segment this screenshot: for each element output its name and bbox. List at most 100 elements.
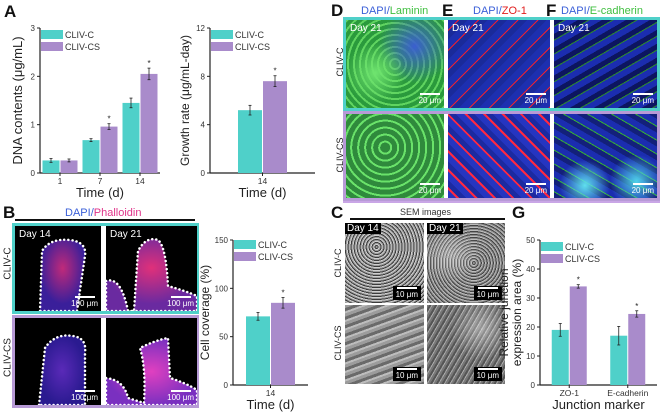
panel-label-c: C — [331, 203, 344, 222]
day-label: Day 21 — [350, 23, 382, 34]
x-tick-label: 14 — [135, 176, 145, 186]
if-zo1-cliv-cs: 20 μm — [448, 114, 550, 198]
y-tick-label: 150 — [215, 236, 229, 245]
legend-swatch-cliv-cs — [234, 252, 256, 261]
stain-dapi: DAPI — [561, 5, 587, 17]
y-axis-label: Relative junction — [497, 268, 511, 356]
if-laminin-cliv-cs: 20 μm — [346, 114, 444, 198]
panel-d-stain-title: DAPI/Laminin — [361, 5, 428, 17]
bar-cliv-cs — [628, 313, 646, 385]
day-label: Day 21 — [452, 23, 484, 34]
bar-cliv-c — [238, 110, 262, 173]
scale-bar: 20 μm — [632, 183, 654, 195]
stain-phalloidin: Phalloidin — [93, 207, 142, 219]
legend-label: CLIV-CS — [65, 42, 100, 52]
scale-label: 100 μm — [71, 299, 98, 308]
stain-zo1: ZO-1 — [501, 5, 527, 17]
scale-label: 20 μm — [524, 186, 547, 195]
day-label: Day 14 — [345, 223, 381, 234]
scale-label: 20 μm — [631, 186, 654, 195]
x-axis-label: Time (d) — [76, 185, 124, 200]
stain-e-cadherin: E-cadherin — [589, 5, 643, 17]
legend-label: CLIV-CS — [565, 254, 600, 264]
legend-label: CLIV-C — [258, 240, 288, 250]
x-tick-label: 1 — [58, 176, 63, 186]
legend-label: CLIV-C — [235, 30, 265, 40]
scale-bar: 100 μm — [167, 296, 194, 308]
scale-label: 100 μm — [167, 299, 194, 308]
x-tick-label: E-cadherin — [607, 388, 648, 398]
stain-laminin: Laminin — [389, 5, 429, 17]
bar-cliv-cs — [60, 160, 78, 173]
scale-label: 10 μm — [395, 371, 418, 380]
y-tick-label: 50 — [526, 236, 535, 245]
stain-separator: / — [586, 5, 590, 17]
bar-cliv-c — [246, 316, 270, 385]
bar-cliv-cs — [100, 126, 118, 173]
sem-title: SEM images — [400, 207, 452, 217]
x-axis-label: Time (d) — [247, 397, 295, 412]
panel-e-stain-title: DAPI/ZO-1 — [473, 5, 527, 17]
micrograph-b-cliv-cs-day21: 100 μm — [106, 318, 197, 405]
panel-f-stain-title: DAPI/E-cadherin — [561, 5, 643, 17]
legend-swatch-cliv-cs — [41, 42, 63, 51]
bar-cliv-c — [610, 335, 628, 385]
stain-separator: / — [90, 207, 94, 219]
bar-cliv-c — [551, 329, 569, 385]
significance-star: * — [635, 302, 638, 311]
legend-label: CLIV-CS — [235, 42, 270, 52]
scale-bar: 20 μm — [632, 93, 654, 105]
x-axis-label: Junction marker — [552, 397, 645, 412]
bar-cliv-c — [42, 160, 60, 173]
x-tick-label: 7 — [98, 176, 103, 186]
x-axis-label: Time (d) — [239, 185, 287, 200]
tissue-outline — [37, 334, 87, 405]
significance-star: * — [577, 276, 580, 285]
scale-label: 20 μm — [524, 96, 547, 105]
scale-bar: 100 μm — [167, 390, 194, 402]
scale-bar: 10 μm — [473, 367, 502, 381]
legend-swatch-cliv-c — [41, 30, 63, 39]
panel-label-f: F — [546, 1, 557, 20]
legend-swatch-cliv-cs — [211, 42, 233, 51]
y-tick-label: 20 — [526, 323, 535, 332]
bar-cliv-cs — [140, 73, 158, 173]
sem-cliv-c-day21: Day 21 10 μm — [427, 223, 505, 303]
scale-label: 20 μm — [418, 96, 441, 105]
sem-cliv-cs-day14: 10 μm — [345, 305, 424, 384]
y-tick-label: 1 — [31, 121, 36, 130]
significance-star: * — [273, 67, 276, 76]
panel-b-stain-title: DAPI/Phalloidin — [65, 207, 141, 219]
legend-swatch-cliv-c — [234, 240, 256, 249]
day-label: Day 21 — [427, 223, 463, 234]
panel-label-d: D — [331, 1, 344, 20]
panel-label-e: E — [442, 1, 454, 20]
tissue-outline — [106, 237, 197, 311]
y-tick-label: 4 — [201, 121, 206, 130]
scale-bar: 20 μm — [525, 93, 547, 105]
cliv-cs-frame — [12, 315, 199, 408]
scale-bar: 20 μm — [419, 183, 441, 195]
scale-label: 20 μm — [631, 96, 654, 105]
y-tick-label: 40 — [526, 265, 535, 274]
micrograph-b-cliv-c-day21: Day 21 100 μm — [106, 226, 197, 311]
y-axis-label: Growth rate (μg/mL-day) — [178, 35, 192, 166]
significance-star: * — [281, 289, 284, 298]
legend-label: CLIV-CS — [258, 252, 293, 262]
scale-bar: 20 μm — [419, 93, 441, 105]
if-ecadherin-cliv-cs: 20 μm — [554, 114, 657, 198]
if-ecadherin-cliv-c: Day 21 20 μm — [554, 20, 657, 108]
bar-cliv-cs — [263, 81, 287, 173]
y-tick-label: 0 — [31, 169, 36, 178]
micrograph-b-cliv-c-day14: Day 14 100 μm — [15, 226, 101, 311]
scale-label: 20 μm — [418, 186, 441, 195]
y-tick-label: 8 — [201, 72, 206, 81]
cliv-c-frame — [12, 223, 199, 314]
panel-label-a: A — [4, 2, 17, 21]
scale-bar: 100 μm — [71, 296, 98, 308]
panel-b-title-rule — [15, 219, 195, 221]
legend-swatch-cliv-c — [211, 30, 233, 39]
legend-swatch-cliv-c — [541, 242, 563, 251]
stain-separator: / — [498, 5, 502, 17]
y-tick-label: 0 — [224, 381, 229, 390]
